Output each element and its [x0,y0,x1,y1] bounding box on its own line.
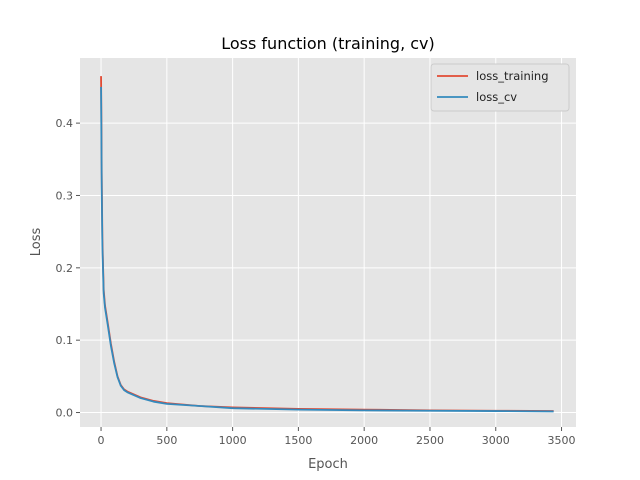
x-tick-label: 2000 [350,434,378,447]
x-tick-label: 1500 [284,434,312,447]
legend: loss_training loss_cv [430,63,570,112]
x-tick-label: 0 [98,434,105,447]
plot-background [80,58,576,427]
x-tick-label: 500 [156,434,177,447]
series-layer [100,76,554,413]
grid-lines [80,58,576,427]
legend-label-loss-training: loss_training [476,69,549,83]
y-tick-label: 0.2 [56,262,74,275]
legend-label-loss-cv: loss_cv [476,90,517,104]
chart-title: Loss function (training, cv) [221,34,435,53]
y-tick-label: 0.0 [56,407,74,420]
y-axis-ticks: 0.0 0.1 0.2 0.3 0.4 [56,117,80,420]
y-tick-label: 0.1 [56,334,74,347]
x-axis-label: Epoch [308,457,348,472]
y-tick-label: 0.4 [56,117,74,130]
y-axis-label: Loss [29,228,44,257]
x-tick-label: 1000 [219,434,247,447]
series-line-loss-cv [100,86,554,413]
x-tick-label: 3000 [482,434,510,447]
y-tick-label: 0.3 [56,189,74,202]
x-tick-label: 3500 [548,434,576,447]
x-tick-label: 2500 [416,434,444,447]
x-axis-ticks: 0 500 1000 1500 2000 2500 3000 3500 [98,427,576,447]
